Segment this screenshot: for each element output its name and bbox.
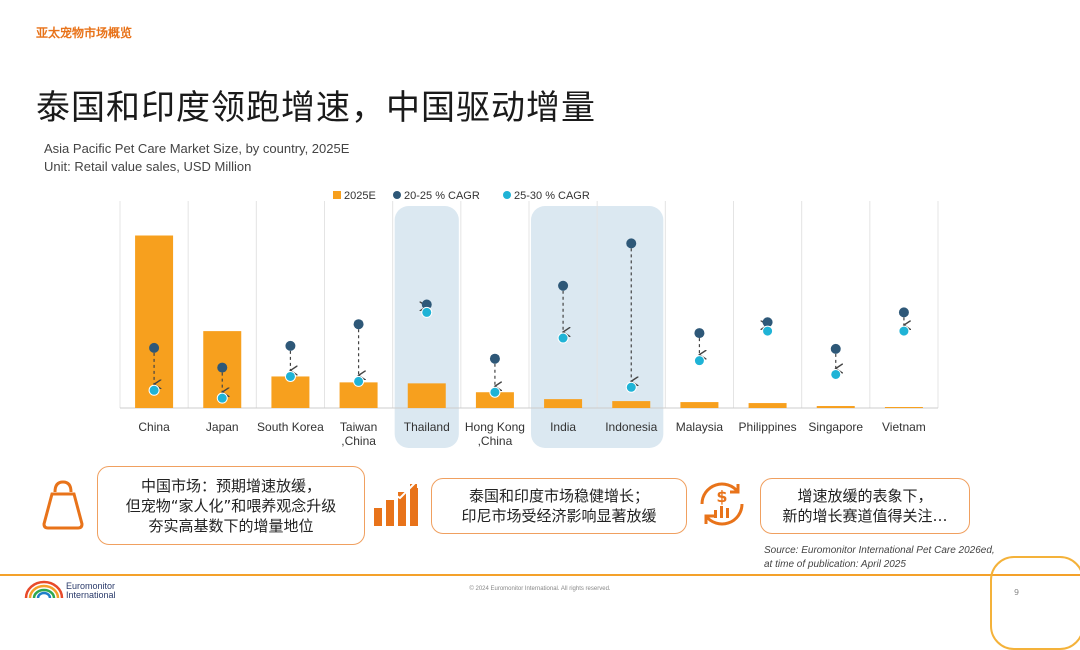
bar-2025e	[884, 407, 923, 409]
market-size-chart: China Japan South Korea Taiwan,ChinaThailan…	[119, 190, 939, 448]
callout-new-tracks: 增速放缓的表象下， 新的增长赛道值得关注…	[760, 478, 970, 534]
callout-line: 印尼市场受经济影响显著放缓	[461, 507, 657, 525]
dot-cagr-20-25	[489, 353, 500, 364]
dot-cagr-20-25	[830, 343, 841, 354]
euromonitor-logo: Euromonitor International	[66, 582, 116, 600]
footer-divider	[0, 574, 1080, 576]
dot-cagr-20-25	[626, 238, 637, 249]
dot-cagr-25-30	[216, 392, 228, 404]
x-tick-label: Thailand	[404, 420, 450, 434]
dot-cagr-20-25	[558, 280, 569, 291]
callout-line: 增速放缓的表象下，	[797, 487, 933, 505]
x-tick-label: Hong Kong	[465, 420, 525, 434]
x-tick-label: ,China	[478, 434, 513, 448]
money-cycle-icon: $	[700, 482, 744, 526]
x-tick-label: India	[550, 420, 576, 434]
callout-line: 新的增长赛道值得关注…	[782, 507, 948, 525]
legend-label: 20-25 % CAGR	[404, 190, 480, 202]
x-tick-label: Vietnam	[882, 420, 926, 434]
dot-cagr-20-25	[149, 342, 160, 353]
dot-cagr-25-30	[353, 375, 365, 387]
source-line: Source: Euromonitor International Pet Ca…	[764, 545, 995, 556]
copyright-text: © 2024 Euromonitor International. All ri…	[469, 586, 611, 592]
dot-cagr-20-25	[898, 307, 909, 318]
bar-2025e	[816, 406, 855, 408]
dot-cagr-20-25	[421, 299, 432, 310]
dot-cagr-25-30	[284, 370, 296, 382]
logo-line: International	[66, 590, 116, 600]
dot-cagr-20-25	[762, 317, 773, 328]
dot-cagr-25-30	[898, 325, 910, 337]
x-tick-label: Indonesia	[605, 420, 657, 434]
kettlebell-icon	[42, 480, 84, 530]
bar-2025e	[475, 392, 514, 408]
legend-swatch	[393, 191, 401, 199]
x-tick-label: South Korea	[257, 420, 324, 434]
dot-cagr-25-30	[830, 368, 842, 380]
legend-swatch	[333, 191, 341, 199]
callout-line: 泰国和印度市场稳健增长；	[468, 487, 649, 505]
source-line: at time of publication: April 2025	[764, 559, 906, 570]
dot-cagr-25-30	[557, 332, 569, 344]
dot-cagr-20-25	[694, 328, 705, 339]
page-title: 泰国和印度领跑增速，中国驱动增量	[36, 88, 596, 128]
dot-cagr-25-30	[693, 355, 705, 367]
source-note: Source: Euromonitor International Pet Ca…	[764, 544, 995, 572]
x-tick-label: ,China	[341, 434, 376, 448]
bar-2025e	[407, 383, 446, 408]
dot-cagr-25-30	[421, 306, 433, 318]
bar-2025e	[612, 401, 651, 408]
x-tick-label: China	[138, 420, 170, 434]
dot-cagr-25-30	[625, 381, 637, 393]
x-tick-label: Philippines	[739, 420, 797, 434]
bar-2025e	[544, 399, 583, 408]
highlight-panel	[394, 206, 459, 448]
svg-text:$: $	[716, 487, 727, 506]
bar-2025e	[680, 402, 719, 408]
callout-china: 中国市场：预期增速放缓， 但宠物“家人化”和喂养观念升级 夯实高基数下的增量地位	[97, 466, 365, 545]
x-tick-label: Taiwan	[340, 420, 377, 434]
legend-label: 25-30 % CAGR	[514, 190, 590, 202]
dot-cagr-25-30	[489, 386, 501, 398]
x-tick-label: Malaysia	[676, 420, 724, 434]
legend-swatch	[503, 191, 511, 199]
callout-line: 中国市场：预期增速放缓，	[140, 476, 321, 495]
bar-2025e	[135, 235, 174, 408]
dot-cagr-20-25	[285, 340, 296, 351]
bar-2025e	[748, 403, 787, 408]
dot-cagr-25-30	[762, 325, 774, 337]
page-number: 9	[1014, 588, 1020, 597]
callout-thailand-india: 泰国和印度市场稳健增长； 印尼市场受经济影响显著放缓	[431, 478, 687, 534]
bar-growth-icon	[374, 479, 419, 526]
x-tick-label: Singapore	[808, 420, 863, 434]
dot-cagr-20-25	[217, 362, 228, 373]
chart-unit: Unit: Retail value sales, USD Million	[44, 159, 252, 174]
dot-cagr-20-25	[353, 319, 364, 330]
corner-decoration	[990, 556, 1080, 650]
x-tick-label: Japan	[206, 420, 239, 434]
chart-subtitle: Asia Pacific Pet Care Market Size, by co…	[44, 140, 349, 176]
logo-line: Euromonitor	[66, 581, 116, 591]
callout-line: 夯实高基数下的增量地位	[148, 516, 314, 535]
dot-cagr-25-30	[148, 384, 160, 396]
euromonitor-logo-icon	[24, 580, 64, 599]
chart-title: Asia Pacific Pet Care Market Size, by co…	[44, 141, 350, 156]
legend-label: 2025E	[344, 190, 376, 202]
callout-line: 但宠物“家人化”和喂养观念升级	[125, 496, 337, 515]
section-label: 亚太宠物市场概览	[36, 26, 133, 40]
